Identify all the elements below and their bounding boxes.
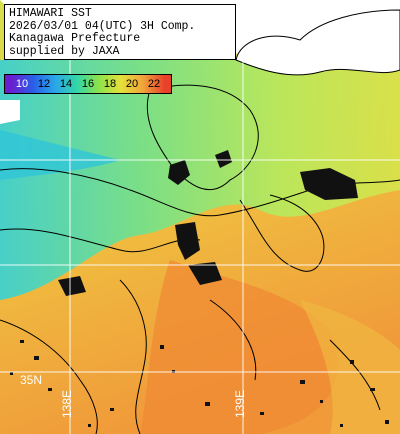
contour-f bbox=[0, 319, 98, 434]
legend-tick: 22 bbox=[143, 75, 165, 93]
ocean-warm-east bbox=[300, 300, 400, 434]
info-region: Kanagawa Prefecture bbox=[9, 32, 141, 46]
ocean-north-cool bbox=[0, 60, 400, 300]
cloud-patch bbox=[168, 160, 190, 185]
legend-swatch bbox=[165, 75, 171, 93]
ocean-cold-west bbox=[0, 130, 120, 180]
ocean-warm-core bbox=[140, 260, 338, 434]
legend-tick: 12 bbox=[33, 75, 55, 93]
lon-label-139e: 139E bbox=[233, 389, 247, 418]
contour-g bbox=[329, 339, 381, 411]
cloud-patch bbox=[175, 222, 200, 260]
legend-tick: 18 bbox=[99, 75, 121, 93]
contour-e bbox=[209, 299, 257, 381]
cloud-patch bbox=[188, 262, 222, 285]
land-honshu-coast bbox=[235, 9, 400, 76]
lat-label: 35N bbox=[20, 373, 43, 387]
info-supplier: supplied by JAXA bbox=[9, 44, 120, 58]
contour-b bbox=[0, 228, 201, 253]
legend-tick: 10 bbox=[11, 75, 33, 93]
cloud-patch bbox=[215, 150, 232, 168]
color-legend: 10 12 14 16 18 20 22 bbox=[4, 74, 172, 94]
info-datetime: 2026/03/01 04(UTC) 3H Comp. bbox=[9, 19, 196, 33]
cloud-specks bbox=[10, 340, 389, 427]
legend-tick: 16 bbox=[77, 75, 99, 93]
info-title: HIMAWARI SST bbox=[9, 7, 92, 20]
legend-tick: 20 bbox=[121, 75, 143, 93]
cloud-patch bbox=[300, 168, 358, 200]
info-box: HIMAWARI SST 2026/03/01 04(UTC) 3H Comp.… bbox=[4, 4, 236, 60]
bay-contour bbox=[146, 84, 259, 191]
contour-c bbox=[239, 194, 325, 272]
legend-swatch bbox=[5, 75, 11, 93]
lon-label-138e: 138E bbox=[60, 389, 74, 418]
legend-tick: 14 bbox=[55, 75, 77, 93]
graticule bbox=[0, 60, 400, 434]
cloud-patch bbox=[58, 276, 86, 296]
land-island-west bbox=[0, 100, 20, 124]
contour-d bbox=[119, 279, 147, 434]
